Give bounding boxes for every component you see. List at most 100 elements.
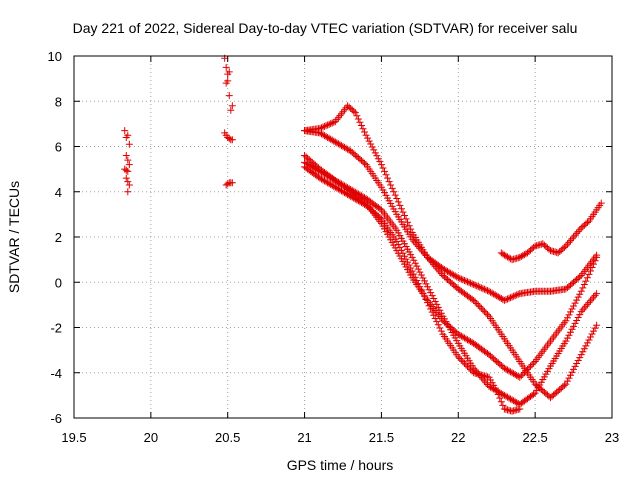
data-point bbox=[467, 366, 475, 374]
data-point bbox=[430, 295, 438, 303]
data-point bbox=[227, 106, 235, 114]
data-point bbox=[493, 387, 501, 395]
data-point bbox=[405, 261, 413, 269]
data-point bbox=[457, 356, 465, 364]
data-point bbox=[479, 285, 487, 293]
y-tick-label: -6 bbox=[50, 411, 62, 426]
data-point bbox=[427, 289, 435, 297]
data-point bbox=[573, 316, 581, 324]
data-point bbox=[505, 394, 513, 402]
data-point bbox=[417, 286, 425, 294]
data-point bbox=[397, 205, 405, 213]
data-point bbox=[342, 183, 350, 191]
data-point bbox=[353, 196, 361, 204]
data-point bbox=[317, 130, 325, 138]
y-axis-label: SDTVAR / TECUs bbox=[6, 181, 22, 293]
data-point bbox=[317, 124, 325, 132]
data-point bbox=[228, 136, 236, 144]
data-point bbox=[563, 314, 571, 322]
data-point bbox=[354, 197, 362, 205]
data-point bbox=[470, 281, 478, 289]
data-point bbox=[431, 297, 439, 305]
data-point bbox=[464, 278, 472, 286]
data-point bbox=[337, 187, 345, 195]
data-point bbox=[454, 353, 462, 361]
data-point bbox=[357, 192, 365, 200]
data-point bbox=[494, 390, 502, 398]
data-point bbox=[330, 176, 338, 184]
data-point bbox=[407, 264, 415, 272]
data-point bbox=[562, 380, 570, 388]
data-point bbox=[574, 293, 582, 301]
data-point bbox=[454, 274, 462, 282]
data-point bbox=[445, 268, 453, 276]
data-point bbox=[348, 193, 356, 201]
data-point bbox=[474, 283, 482, 291]
data-point bbox=[517, 252, 525, 260]
data-point bbox=[121, 127, 129, 135]
data-point bbox=[436, 324, 444, 332]
data-point bbox=[391, 191, 399, 199]
data-point bbox=[399, 249, 407, 257]
data-point bbox=[487, 383, 495, 391]
data-point bbox=[570, 322, 578, 330]
data-point bbox=[560, 243, 568, 251]
data-point bbox=[465, 337, 473, 345]
data-point bbox=[419, 248, 427, 256]
data-point bbox=[324, 179, 332, 187]
data-point bbox=[125, 161, 133, 169]
data-point bbox=[362, 131, 370, 139]
data-point bbox=[565, 238, 573, 246]
data-point bbox=[344, 190, 352, 198]
data-point bbox=[467, 338, 475, 346]
data-point bbox=[573, 296, 581, 304]
y-tick-label: 4 bbox=[55, 185, 62, 200]
data-point bbox=[471, 281, 479, 289]
data-point bbox=[367, 140, 375, 148]
data-point bbox=[497, 390, 505, 398]
data-point bbox=[410, 256, 418, 264]
data-point bbox=[324, 133, 332, 141]
data-point bbox=[523, 365, 531, 373]
data-point bbox=[374, 155, 382, 163]
data-point bbox=[570, 302, 578, 310]
data-point bbox=[576, 290, 584, 298]
data-point bbox=[482, 379, 490, 387]
data-point bbox=[513, 399, 521, 407]
data-point bbox=[322, 178, 330, 186]
data-point bbox=[510, 397, 518, 405]
data-point bbox=[341, 143, 349, 151]
data-point bbox=[321, 177, 329, 185]
data-point bbox=[377, 161, 385, 169]
data-point bbox=[430, 311, 438, 319]
data-point bbox=[393, 195, 401, 203]
data-point bbox=[502, 296, 510, 304]
data-point bbox=[348, 186, 356, 194]
data-point bbox=[411, 239, 419, 247]
data-point bbox=[565, 374, 573, 382]
data-point bbox=[483, 311, 491, 319]
data-point bbox=[460, 276, 468, 284]
data-point bbox=[382, 171, 390, 179]
data-point bbox=[321, 132, 329, 140]
data-point bbox=[350, 187, 358, 195]
data-point bbox=[339, 143, 347, 150]
data-point bbox=[507, 395, 515, 403]
data-point bbox=[405, 222, 413, 230]
x-tick-label: 22 bbox=[451, 430, 465, 445]
data-point bbox=[485, 382, 493, 390]
y-tick-label: -4 bbox=[50, 366, 62, 381]
data-point bbox=[496, 394, 504, 402]
data-point bbox=[359, 200, 367, 208]
data-point bbox=[574, 357, 582, 365]
data-point bbox=[505, 294, 513, 302]
data-point bbox=[566, 308, 574, 316]
data-point bbox=[562, 242, 570, 250]
data-point bbox=[316, 174, 324, 182]
data-point bbox=[342, 144, 350, 152]
data-point bbox=[427, 305, 435, 313]
data-point bbox=[337, 180, 345, 188]
data-point bbox=[411, 259, 419, 267]
data-point bbox=[479, 306, 487, 314]
y-ticks: -6 -4 -2 0 2 4 6 8 10 bbox=[48, 49, 612, 426]
